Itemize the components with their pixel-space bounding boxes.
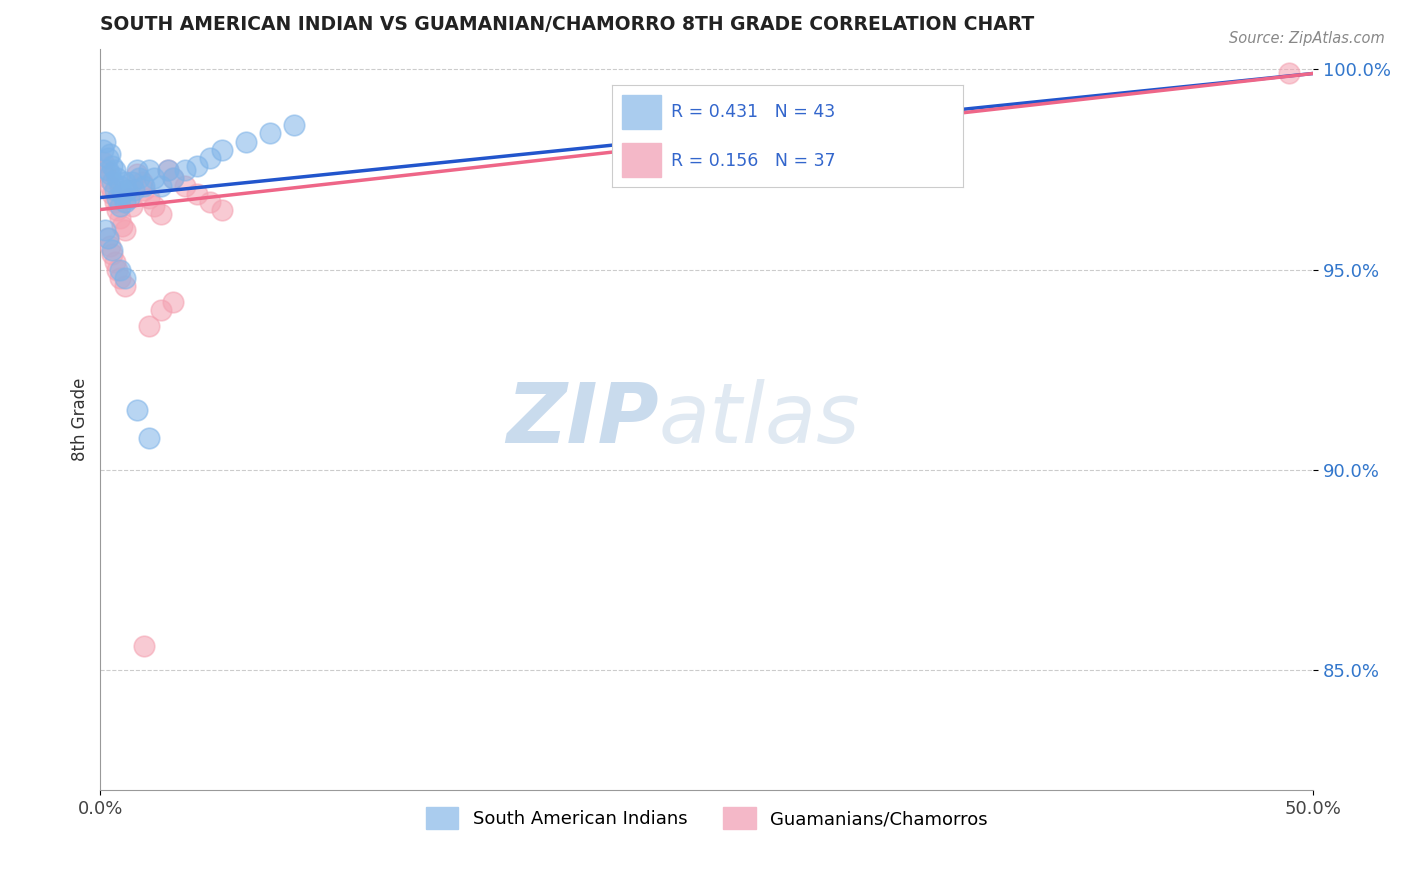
Point [108,211,131,225]
Point [157,162,180,177]
Text: ZIP: ZIP [506,379,658,460]
Point [98,146,121,161]
Point [101,246,124,260]
Point [104,194,127,209]
Point [114,278,136,293]
Point [98,167,121,181]
Point [97,230,120,244]
Point [114,175,136,189]
Point [111,219,134,233]
Point [114,194,136,209]
Point [118,190,141,204]
Point [138,431,160,445]
Point [105,190,128,204]
FancyBboxPatch shape [621,144,661,177]
Point [114,222,136,236]
Point [138,162,160,177]
Point [162,170,184,185]
Point [97,162,120,177]
Point [174,162,197,177]
Point [186,186,208,201]
Point [138,190,160,204]
Point [97,230,120,244]
Point [104,254,127,268]
Point [157,162,180,177]
Point [97,151,120,165]
Point [97,170,120,185]
Point [101,186,124,201]
Point [1278,66,1301,80]
Point [115,182,138,196]
Point [132,178,155,193]
Text: SOUTH AMERICAN INDIAN VS GUAMANIAN/CHAMORRO 8TH GRADE CORRELATION CHART: SOUTH AMERICAN INDIAN VS GUAMANIAN/CHAMO… [100,15,1035,34]
Point [125,162,148,177]
Point [198,194,221,209]
Point [121,175,143,189]
Point [128,170,150,185]
Point [94,135,117,149]
Point [211,202,233,217]
Point [198,151,221,165]
Text: R = 0.156   N = 37: R = 0.156 N = 37 [672,152,837,169]
Text: atlas: atlas [658,379,860,460]
Point [132,639,155,653]
Point [142,198,165,212]
Legend: South American Indians, Guamanians/Chamorros: South American Indians, Guamanians/Chamo… [419,800,995,837]
Point [138,318,160,333]
Point [259,127,281,141]
Point [186,159,208,173]
Point [108,270,131,285]
Point [125,167,148,181]
Point [105,262,128,277]
Point [105,202,128,217]
Point [174,178,197,193]
Point [235,135,257,149]
Text: R = 0.431   N = 43: R = 0.431 N = 43 [672,103,835,121]
Point [91,154,114,169]
Point [98,178,121,193]
Point [111,186,134,201]
Point [108,198,131,212]
Point [104,182,127,196]
Point [283,119,305,133]
Point [162,170,184,185]
Point [162,294,184,309]
Point [124,182,146,196]
Point [121,198,143,212]
Point [150,206,173,220]
Point [118,190,141,204]
Point [94,162,117,177]
Point [150,178,173,193]
Point [132,182,155,196]
Point [104,162,127,177]
Text: Source: ZipAtlas.com: Source: ZipAtlas.com [1229,31,1385,46]
Point [105,170,128,185]
Point [150,302,173,317]
Point [108,262,131,277]
Point [98,238,121,252]
Point [125,402,148,417]
Point [114,270,136,285]
Y-axis label: 8th Grade: 8th Grade [72,378,89,461]
Point [91,143,114,157]
Point [115,182,138,196]
Point [101,159,124,173]
Point [94,222,117,236]
Point [142,170,165,185]
Point [101,243,124,257]
Point [211,143,233,157]
FancyBboxPatch shape [621,95,661,128]
Point [131,175,153,189]
Point [108,178,131,193]
Point [101,175,124,189]
